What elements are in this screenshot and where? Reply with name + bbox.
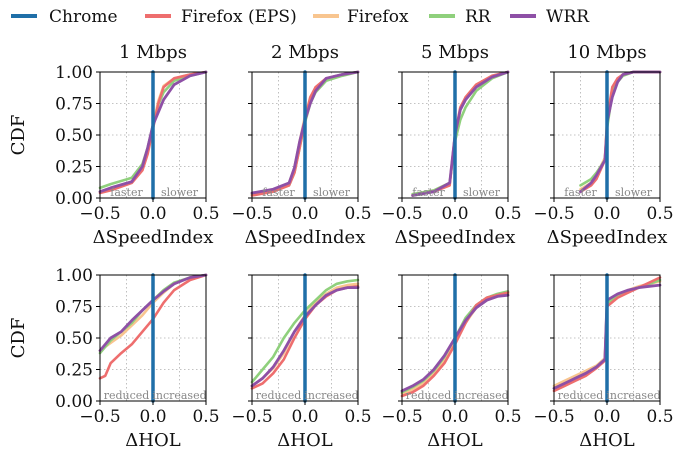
series-line-wrr [579, 70, 662, 194]
panel-title: 10 Mbps [567, 42, 646, 63]
x-tick-label: 0.5 [646, 204, 673, 224]
x-tick-label: −0.5 [381, 407, 422, 427]
y-tick-label: 0.00 [55, 189, 93, 209]
legend-label: Firefox [347, 7, 409, 27]
region-note-left: faster [412, 186, 445, 199]
y-tick-label: 0.00 [55, 392, 93, 412]
legend: Chrome Firefox (EPS) Firefox RR WRR [11, 7, 590, 27]
x-tick-label: 0.5 [494, 407, 521, 427]
series-line-rr [411, 70, 510, 196]
y-tick-label: 0.75 [55, 95, 93, 115]
panel-title: 2 Mbps [271, 42, 339, 63]
series-line-firefox-eps- [98, 273, 208, 380]
x-tick-label: −0.5 [231, 407, 272, 427]
region-note-right: slower [463, 186, 501, 199]
legend-label: RR [465, 7, 492, 27]
region-note-left: faster [564, 186, 597, 199]
x-tick-label: 0.0 [593, 204, 620, 224]
x-tick-label: 0.5 [192, 204, 219, 224]
x-axis-label: ΔHOL [125, 430, 180, 451]
x-tick-label: 0.5 [494, 204, 521, 224]
legend-label: Firefox (EPS) [181, 7, 297, 27]
series-line-firefox-eps- [411, 70, 510, 197]
y-tick-label: 0.50 [55, 126, 93, 146]
x-tick-label: 0.0 [441, 204, 468, 224]
panel-r0-c2: faster slower −0.5 0.0 0.5 ΔSpeedIndex 5 Mbps [381, 42, 521, 248]
region-note-left: reduced [256, 389, 302, 402]
panel-r0-c0: faster slower −0.5 0.0 0.5 0.00 0.25 0.50 0.75 1.… [8, 42, 220, 248]
region-note-right: increased [606, 389, 660, 402]
y-tick-label: 0.25 [55, 158, 93, 178]
x-tick-label: −0.5 [533, 204, 574, 224]
x-tick-label: −0.5 [533, 407, 574, 427]
series-line-wrr [98, 273, 208, 352]
panel-r1-c3: reduced increased −0.5 0.0 0.5 ΔHOL [533, 273, 674, 451]
panel-r0-c3: faster slower −0.5 0.0 0.5 ΔSpeedIndex 10 Mbps [533, 42, 673, 248]
x-tick-label: 0.5 [344, 407, 371, 427]
panel-r1-c2: reduced increased −0.5 0.0 0.5 ΔHOL [381, 273, 522, 451]
series-line-firefox [411, 70, 510, 196]
region-note-right: increased [454, 389, 508, 402]
panel-title: 1 Mbps [119, 42, 187, 63]
x-tick-label: 0.5 [344, 204, 371, 224]
x-axis-label: ΔSpeedIndex [547, 227, 668, 248]
region-note-right: slower [313, 186, 351, 199]
legend-label: WRR [546, 7, 590, 27]
y-tick-label: 0.75 [55, 298, 93, 318]
x-axis-label: ΔSpeedIndex [93, 227, 214, 248]
y-axis-label: CDF [8, 115, 29, 156]
legend-label: Chrome [49, 7, 118, 27]
panel-r0-c1: faster slower −0.5 0.0 0.5 ΔSpeedIndex 2 Mbps [231, 42, 371, 248]
region-note-right: increased [304, 389, 358, 402]
panels: faster slower −0.5 0.0 0.5 0.00 0.25 0.50 0.75 1.… [8, 42, 674, 451]
series-line-rr [579, 70, 662, 187]
x-axis-label: ΔSpeedIndex [245, 227, 366, 248]
series-line-firefox [579, 70, 662, 191]
region-note-right: slower [161, 186, 199, 199]
y-tick-label: 1.00 [55, 266, 93, 286]
x-tick-label: 0.0 [291, 204, 318, 224]
x-axis-label: ΔHOL [579, 430, 634, 451]
region-note-right: increased [152, 389, 206, 402]
x-tick-label: −0.5 [79, 204, 120, 224]
region-note-left: faster [262, 186, 295, 199]
x-axis-label: ΔHOL [277, 430, 332, 451]
y-tick-label: 0.25 [55, 361, 93, 381]
region-note-right: slower [615, 186, 653, 199]
region-note-left: reduced [104, 389, 150, 402]
y-axis-label: CDF [8, 318, 29, 359]
region-note-left: reduced [406, 389, 452, 402]
x-tick-label: −0.5 [231, 204, 272, 224]
y-tick-label: 1.00 [55, 63, 93, 83]
x-tick-label: 0.5 [192, 407, 219, 427]
series-line-firefox-eps- [579, 70, 662, 193]
x-tick-label: 0.0 [139, 407, 166, 427]
x-tick-label: 0.0 [139, 204, 166, 224]
region-note-left: reduced [558, 389, 604, 402]
panel-title: 5 Mbps [421, 42, 489, 63]
x-tick-label: −0.5 [381, 204, 422, 224]
region-note-left: faster [110, 186, 143, 199]
panel-r1-c1: reduced increased −0.5 0.0 0.5 ΔHOL [231, 273, 372, 451]
x-tick-label: 0.0 [291, 407, 318, 427]
x-tick-label: 0.0 [593, 407, 620, 427]
x-axis-label: ΔHOL [427, 430, 482, 451]
y-tick-label: 0.50 [55, 329, 93, 349]
x-axis-label: ΔSpeedIndex [395, 227, 516, 248]
x-tick-label: 0.0 [441, 407, 468, 427]
series-line-wrr [411, 70, 510, 197]
x-tick-label: 0.5 [646, 407, 673, 427]
x-tick-label: −0.5 [79, 407, 120, 427]
panel-r1-c0: reduced increased −0.5 0.0 0.5 0.00 0.25 0.50 0.… [8, 266, 220, 451]
